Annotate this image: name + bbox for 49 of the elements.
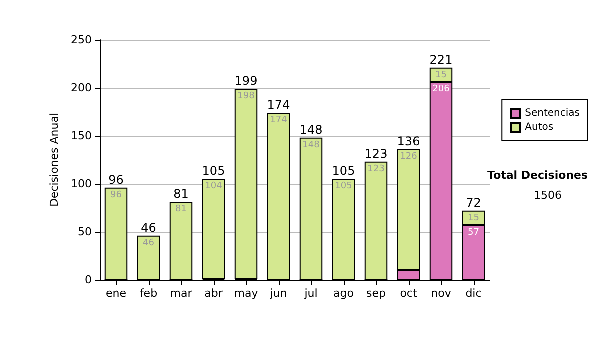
x-tick-label: sep	[366, 287, 386, 300]
data-label: 123	[368, 164, 385, 174]
data-label: 174	[270, 115, 288, 126]
annotation: Total Decisiones	[488, 169, 588, 182]
x-tick-label: ene	[106, 287, 127, 300]
data-label: 81	[176, 204, 187, 215]
x-tick-label: nov	[431, 287, 452, 300]
total-label: 136	[397, 134, 420, 148]
data-label: 206	[432, 84, 450, 95]
data-label: 46	[143, 238, 155, 248]
data-label: 198	[238, 91, 256, 102]
x-tick-label: oct	[400, 287, 418, 300]
y-tick-label: 0	[85, 274, 92, 286]
data-label: 104	[205, 182, 223, 192]
data-label: 15	[468, 213, 480, 224]
total-label: 221	[430, 52, 453, 67]
y-tick-label: 150	[71, 130, 92, 142]
legend-label: Sentencias	[525, 108, 580, 119]
x-tick-label: jul	[304, 287, 318, 300]
y-tick-label: 50	[78, 226, 92, 238]
text: 1506	[534, 189, 562, 202]
total-label: 96	[108, 172, 124, 187]
total-label: 46	[141, 220, 156, 235]
data-label: 57	[468, 228, 480, 238]
data-label: 15	[436, 70, 447, 80]
total-label: 105	[202, 164, 226, 178]
legend-label: Autos	[525, 122, 554, 133]
x-tick-label: may	[234, 287, 259, 300]
total-label: 174	[267, 98, 290, 112]
y-tick-label: 250	[71, 34, 92, 46]
total-label: 123	[364, 146, 388, 161]
total-label: 105	[332, 164, 356, 178]
data-label: 148	[302, 140, 320, 150]
x-tick-label: dic	[466, 287, 482, 300]
y-tick-label: 100	[71, 178, 92, 190]
y-axis-title: Decisiones Anual	[48, 112, 62, 208]
y-tick-label: 200	[71, 82, 92, 94]
total-label: 148	[300, 122, 323, 137]
data-label: 105	[335, 182, 352, 192]
data-label: 96	[110, 190, 122, 200]
total-label: 81	[174, 187, 189, 202]
x-tick-label: abr	[204, 287, 224, 300]
x-tick-label: ago	[334, 287, 354, 300]
total-label: 199	[234, 74, 258, 88]
data-label: 126	[400, 152, 418, 162]
x-tick-label: mar	[170, 287, 193, 300]
x-tick-label: jun	[269, 287, 288, 300]
total-label: 72	[466, 196, 482, 210]
x-tick-label: feb	[140, 287, 158, 300]
